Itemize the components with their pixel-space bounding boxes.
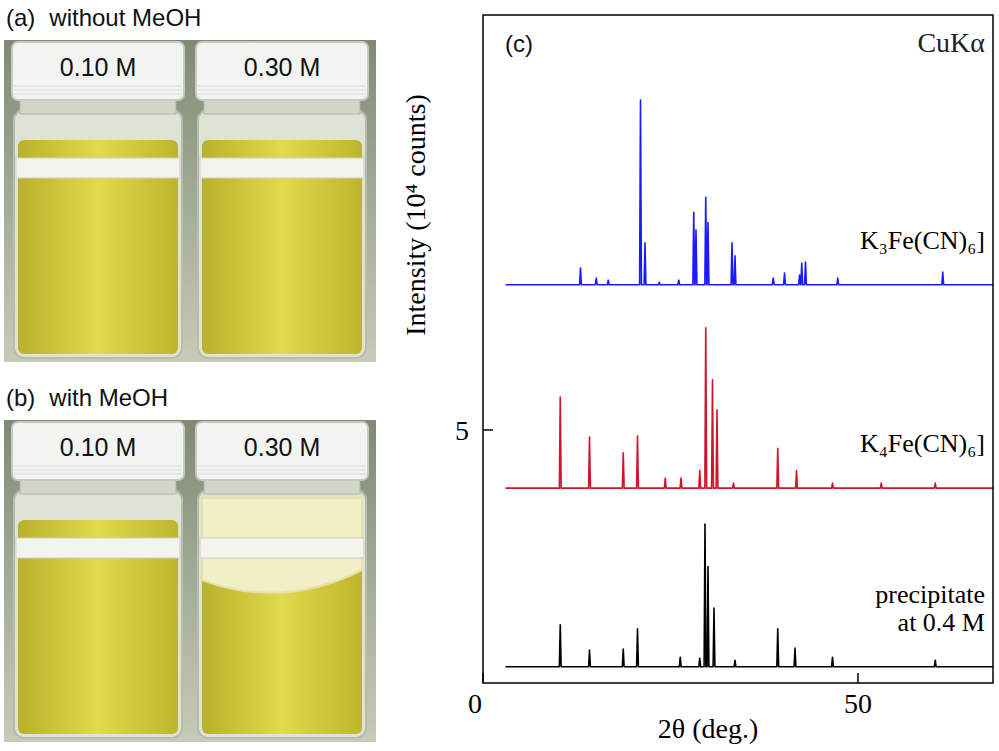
vial: 0.10 M [12,422,184,738]
series-label: K₄Fe(CN)₆] [860,429,985,458]
y-axis-title: Intensity (10⁴ counts) [400,94,431,336]
cap-ridge [14,90,182,91]
figure: (a) without MeOH 0.10 M 0.30 M (b) with MeOH 0… [0,0,999,751]
cap-ridge [14,94,182,95]
x-tick-label: 0 [468,688,482,719]
panel-title: without MeOH [48,4,201,31]
vial-glass [198,490,366,738]
photo-background [4,420,376,742]
panel-label: (c) [505,30,533,57]
vial-tag [200,158,364,178]
vial-cap [196,42,368,100]
series-label-line: precipitate [875,580,985,609]
series-label: precipitateat 0.4 M [875,580,985,637]
cap-ridge [14,474,182,475]
vial-cap [196,422,368,480]
vial-glass [14,490,182,738]
vial-cap [12,42,184,100]
vial-label: 0.30 M [244,433,320,461]
cap-ridge [14,466,182,467]
cap-ridge [14,470,182,471]
vial: 0.30 M [196,42,368,358]
vial-tag [16,538,180,558]
vial-label: 0.10 M [60,433,136,461]
x-tick [482,673,484,683]
photo-panel: (b) with MeOH 0.10 M 0.30 M [4,384,376,742]
vial: 0.10 M [12,42,184,358]
y-tick-label: 5 [455,415,469,446]
xrd-pattern [506,100,994,285]
cap-ridge [198,474,366,475]
xrd-pattern [506,524,994,667]
panel-label: (b) [6,384,35,411]
vial-glass [14,110,182,358]
series-label-line: K₄Fe(CN)₆] [860,429,985,458]
x-tick [857,673,859,683]
series-label-line: at 0.4 M [898,608,985,637]
cap-ridge [198,94,366,95]
cap-ridge [198,86,366,87]
vial-label: 0.10 M [60,53,136,81]
cap-ridge [198,90,366,91]
vial-glass [198,110,366,358]
cap-ridge [198,466,366,467]
photo-background [4,40,376,362]
vial-label: 0.30 M [244,53,320,81]
panel-label: (a) [6,4,35,31]
photo-panel: (a) without MeOH 0.10 M 0.30 M [4,4,376,362]
chart: 0 50 5 2θ (deg.) Intensity (10⁴ counts) (c) Cu… [400,15,993,744]
x-tick-label: 50 [844,688,872,719]
cap-ridge [14,86,182,87]
x-axis-title: 2θ (deg.) [658,713,759,744]
series-label: K₃Fe(CN)₆] [860,226,985,255]
series-label-line: K₃Fe(CN)₆] [860,226,985,255]
vial-tag [16,158,180,178]
vial-tag [200,538,364,558]
annotation: CuKα [917,27,985,58]
y-tick [483,429,493,431]
series-group [506,100,994,667]
plot-frame [483,15,993,683]
panel-title: with MeOH [48,384,168,411]
xrd-pattern [506,328,994,488]
vial-cap [12,422,184,480]
cap-ridge [198,470,366,471]
vial: 0.30 M [196,422,368,738]
